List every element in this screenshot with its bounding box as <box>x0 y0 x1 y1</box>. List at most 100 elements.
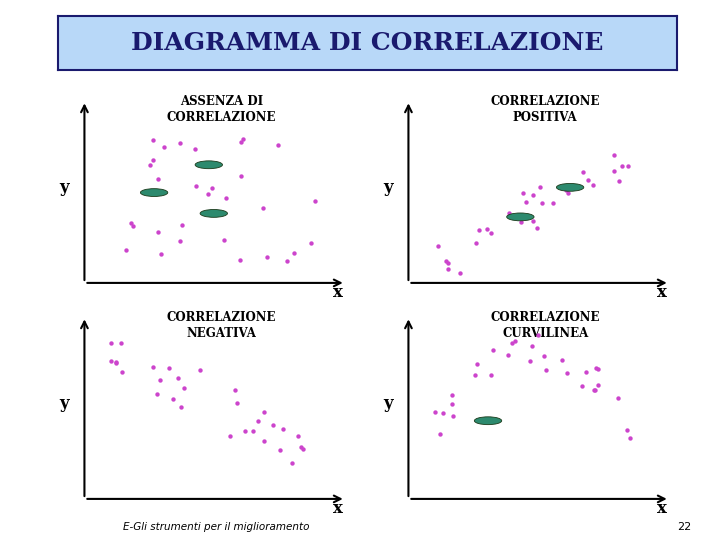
Point <box>268 420 279 429</box>
Point <box>105 338 117 347</box>
Point <box>167 395 179 403</box>
Point <box>191 182 202 191</box>
Point <box>297 445 309 454</box>
Text: x: x <box>657 500 667 517</box>
Point <box>144 160 156 169</box>
Point <box>120 245 132 254</box>
Point <box>592 381 603 389</box>
Point <box>563 188 575 197</box>
Point <box>174 139 186 147</box>
Point <box>576 382 588 390</box>
Point <box>239 426 251 435</box>
Point <box>252 417 264 426</box>
Point <box>202 190 213 199</box>
Point <box>155 376 166 384</box>
Point <box>532 331 544 340</box>
Ellipse shape <box>557 184 584 191</box>
Point <box>147 156 158 165</box>
Point <box>562 368 573 377</box>
Point <box>218 235 230 244</box>
Point <box>147 136 158 144</box>
Text: x: x <box>333 500 343 517</box>
Point <box>561 186 572 194</box>
Point <box>506 339 518 347</box>
Point <box>454 269 466 278</box>
Ellipse shape <box>195 161 222 168</box>
Point <box>613 177 624 185</box>
Point <box>258 407 270 416</box>
Point <box>527 191 539 199</box>
Text: y: y <box>60 179 69 196</box>
Point <box>282 256 293 265</box>
Point <box>247 427 258 436</box>
Point <box>526 342 537 350</box>
Point <box>525 357 536 366</box>
Point <box>125 219 137 227</box>
Point <box>521 198 532 206</box>
Ellipse shape <box>474 417 502 424</box>
Point <box>472 359 483 368</box>
Point <box>433 242 444 251</box>
Point <box>510 337 521 346</box>
Point <box>518 188 529 197</box>
Point <box>189 145 200 153</box>
Point <box>442 259 454 268</box>
Point <box>173 373 184 382</box>
Point <box>588 181 599 190</box>
Ellipse shape <box>200 210 228 217</box>
Point <box>447 412 459 421</box>
Point <box>235 172 247 181</box>
Point <box>527 217 539 225</box>
Point <box>613 394 624 402</box>
Point <box>261 253 273 261</box>
Text: DIAGRAMMA DI CORRELAZIONE: DIAGRAMMA DI CORRELAZIONE <box>131 31 603 55</box>
Point <box>588 386 600 394</box>
Point <box>175 402 186 411</box>
Point <box>117 368 128 376</box>
Point <box>608 166 620 175</box>
Point <box>590 363 601 372</box>
Point <box>174 237 186 246</box>
Text: x: x <box>657 284 667 301</box>
Point <box>470 239 482 248</box>
Point <box>446 400 458 408</box>
Point <box>531 224 543 232</box>
Point <box>176 221 188 230</box>
Point <box>434 430 446 438</box>
Point <box>503 350 514 359</box>
Point <box>229 386 240 395</box>
Point <box>156 249 167 258</box>
Point <box>110 359 122 368</box>
Point <box>225 432 236 441</box>
Point <box>622 162 634 171</box>
Point <box>127 221 139 230</box>
Point <box>115 338 127 347</box>
Text: x: x <box>333 284 343 301</box>
Text: E-Gli strumenti per il miglioramento: E-Gli strumenti per il miglioramento <box>122 522 310 532</box>
Point <box>446 390 458 399</box>
Point <box>309 197 320 205</box>
Point <box>538 352 549 361</box>
Point <box>616 161 628 170</box>
Ellipse shape <box>140 188 168 197</box>
Point <box>572 183 583 191</box>
Point <box>547 198 559 207</box>
Point <box>581 368 593 377</box>
Text: y: y <box>60 395 69 412</box>
Point <box>220 193 232 202</box>
Text: ASSENZA DI
CORRELAZIONE: ASSENZA DI CORRELAZIONE <box>166 95 276 124</box>
Point <box>443 264 454 273</box>
Point <box>556 356 567 364</box>
Point <box>111 358 122 367</box>
Point <box>429 408 441 416</box>
Text: 22: 22 <box>677 522 691 532</box>
Point <box>486 370 498 379</box>
Text: CORRELAZIONE
NEGATIVA: CORRELAZIONE NEGATIVA <box>166 311 276 340</box>
Point <box>441 256 452 265</box>
Point <box>437 409 449 418</box>
Point <box>292 432 304 441</box>
Point <box>288 248 300 257</box>
Point <box>487 346 498 354</box>
Point <box>234 255 246 264</box>
Point <box>582 176 594 185</box>
